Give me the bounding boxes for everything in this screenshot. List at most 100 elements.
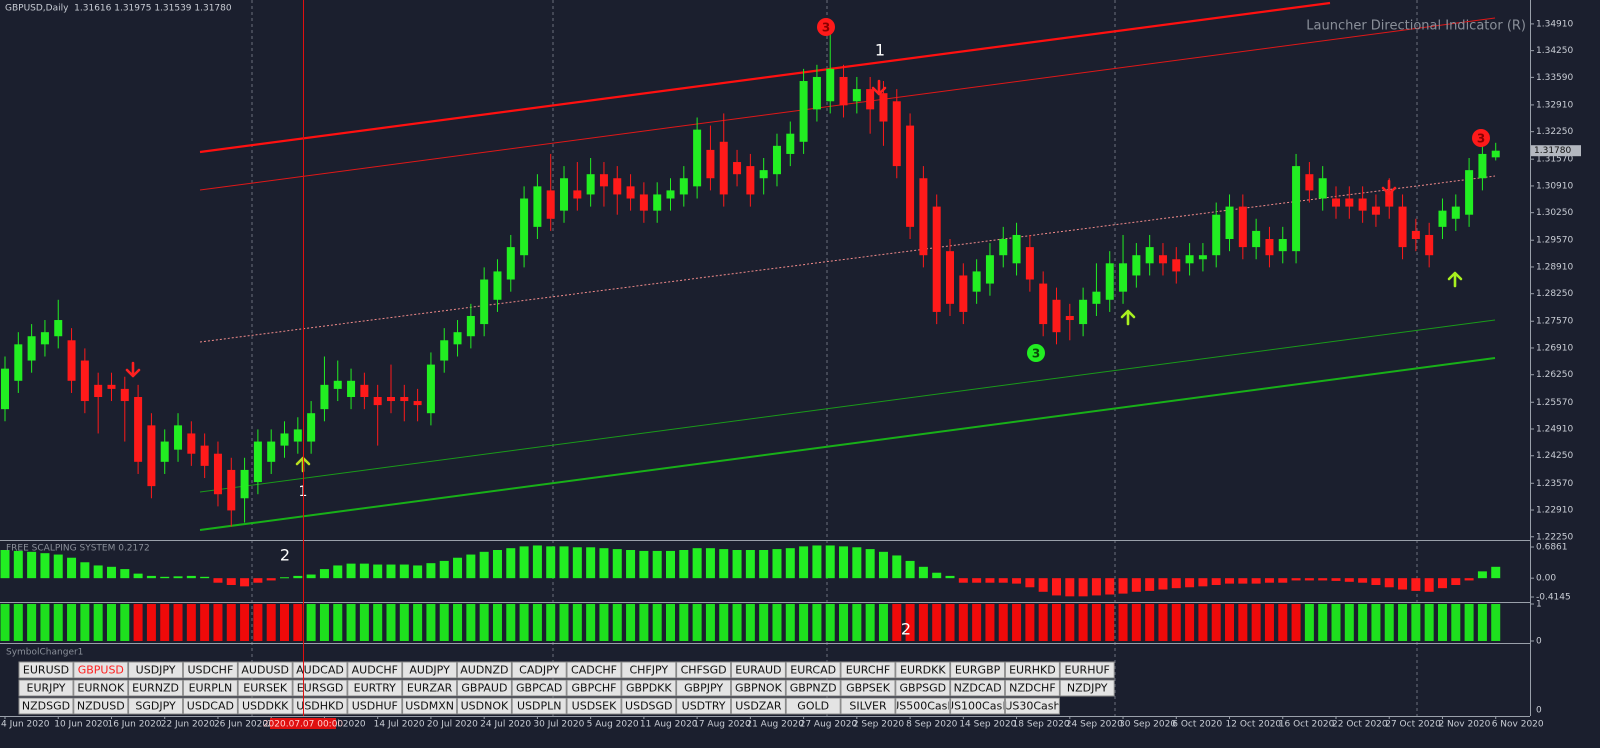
symbol-button[interactable]: GBPAUD <box>456 679 512 697</box>
symbol-button-face[interactable] <box>1004 697 1060 715</box>
symbol-button-label[interactable]: SGDJPY <box>135 700 176 713</box>
symbol-button-label[interactable]: US30Cash <box>1004 700 1060 713</box>
symbol-button[interactable]: AUDJPY <box>402 661 458 679</box>
symbol-button-face[interactable] <box>128 679 184 697</box>
symbol-button-face[interactable] <box>950 679 1006 697</box>
symbol-button-face[interactable] <box>1059 679 1115 697</box>
symbol-button[interactable]: AUDUSD <box>237 661 293 679</box>
symbol-button[interactable]: CADJPY <box>511 661 567 679</box>
symbol-button-face[interactable] <box>895 697 951 715</box>
symbol-button-label[interactable]: GBPSEK <box>846 682 891 695</box>
symbol-button[interactable]: EURCAD <box>785 661 841 679</box>
symbol-button-face[interactable] <box>566 679 622 697</box>
symbol-button-face[interactable] <box>182 661 238 679</box>
symbol-button-face[interactable] <box>895 661 951 679</box>
symbol-button-label[interactable]: GOLD <box>797 700 829 713</box>
symbol-button-face[interactable] <box>237 679 293 697</box>
symbol-button[interactable]: USDSGD <box>621 697 677 715</box>
symbol-button-face[interactable] <box>730 661 786 679</box>
symbol-button-face[interactable] <box>182 679 238 697</box>
symbol-button-label[interactable]: GBPDKK <box>626 682 672 695</box>
symbol-button-face[interactable] <box>511 697 567 715</box>
symbol-button[interactable]: USDZAR <box>730 697 786 715</box>
symbol-button[interactable]: GBPCHF <box>566 679 622 697</box>
symbol-button-label[interactable]: GBPSGD <box>899 682 946 695</box>
symbol-button-face[interactable] <box>182 697 238 715</box>
symbol-button-face[interactable] <box>73 697 129 715</box>
symbol-button-face[interactable] <box>950 697 1006 715</box>
symbol-button[interactable]: EURCHF <box>840 661 896 679</box>
symbol-button-face[interactable] <box>292 679 348 697</box>
symbol-button-face[interactable] <box>621 679 677 697</box>
symbol-button-label[interactable]: EURDKK <box>900 664 946 677</box>
symbol-button-face[interactable] <box>18 661 74 679</box>
symbol-button-face[interactable] <box>18 697 74 715</box>
symbol-button-face[interactable] <box>456 697 512 715</box>
symbol-button[interactable]: CHFSGD <box>676 661 732 679</box>
symbol-button-label[interactable]: SILVER <box>849 700 887 713</box>
symbol-button-face[interactable] <box>347 697 403 715</box>
symbol-button-face[interactable] <box>73 661 129 679</box>
symbol-button-face[interactable] <box>840 661 896 679</box>
symbol-button-face[interactable] <box>566 661 622 679</box>
symbol-button[interactable]: GBPSGD <box>895 679 951 697</box>
symbol-button-label[interactable]: EURNZD <box>132 682 179 695</box>
symbol-button[interactable]: EURDKK <box>895 661 951 679</box>
symbol-button[interactable]: USDCHF <box>182 661 238 679</box>
symbol-button-face[interactable] <box>730 679 786 697</box>
symbol-button-label[interactable]: USDTRY <box>682 700 726 713</box>
symbol-button[interactable]: AUDCAD <box>292 661 348 679</box>
symbol-button-label[interactable]: USDCAD <box>187 700 234 713</box>
symbol-button[interactable]: AUDCHF <box>347 661 403 679</box>
symbol-button-label[interactable]: GBPJPY <box>684 682 723 695</box>
symbol-button-label[interactable]: GBPCHF <box>572 682 617 695</box>
symbol-button-label[interactable]: GBPCAD <box>516 682 562 695</box>
symbol-button-label[interactable]: NZDSGD <box>22 700 70 713</box>
symbol-button[interactable]: EURJPY <box>18 679 74 697</box>
symbol-button[interactable]: US30Cash <box>1004 697 1060 715</box>
symbol-button-face[interactable] <box>402 679 458 697</box>
symbol-button[interactable]: CHFJPY <box>621 661 677 679</box>
symbol-button-label[interactable]: EURHUF <box>1065 664 1110 677</box>
symbol-button-face[interactable] <box>511 679 567 697</box>
symbol-button-face[interactable] <box>237 661 293 679</box>
symbol-button-label[interactable]: NZDCAD <box>954 682 1002 695</box>
symbol-button-label[interactable]: EURSGD <box>297 682 344 695</box>
symbol-button[interactable]: US100Cash <box>946 697 1009 715</box>
symbol-button-face[interactable] <box>730 697 786 715</box>
symbol-button[interactable]: AUDNZD <box>456 661 512 679</box>
symbol-button-face[interactable] <box>621 697 677 715</box>
symbol-button-label[interactable]: AUDNZD <box>460 664 508 677</box>
symbol-button[interactable]: NZDJPY <box>1059 679 1115 697</box>
symbol-button-label[interactable]: US500Cash <box>891 700 954 713</box>
symbol-button-label[interactable]: NZDJPY <box>1067 682 1108 695</box>
symbol-button-face[interactable] <box>511 661 567 679</box>
symbol-button[interactable]: NZDUSD <box>73 697 129 715</box>
symbol-button[interactable]: EURGBP <box>950 661 1006 679</box>
symbol-button-label[interactable]: USDHKD <box>296 700 343 713</box>
symbol-button-label[interactable]: EURCAD <box>790 664 836 677</box>
symbol-button-label[interactable]: USDDKK <box>242 700 289 713</box>
symbol-button[interactable]: USDJPY <box>128 661 184 679</box>
symbol-button-face[interactable] <box>785 679 841 697</box>
symbol-button-label[interactable]: EURTRY <box>354 682 397 695</box>
symbol-button-label[interactable]: EURZAR <box>407 682 453 695</box>
symbol-button-face[interactable] <box>676 679 732 697</box>
symbol-button[interactable]: EURHKD <box>1004 661 1060 679</box>
symbol-button-face[interactable] <box>785 697 841 715</box>
symbol-button-label[interactable]: NZDCHF <box>1009 682 1056 695</box>
symbol-button-label[interactable]: USDJPY <box>136 664 176 677</box>
symbol-button-face[interactable] <box>237 697 293 715</box>
symbol-button[interactable]: USDPLN <box>511 697 567 715</box>
symbol-button-face[interactable] <box>950 661 1006 679</box>
symbol-button-label[interactable]: USDHUF <box>352 700 398 713</box>
symbol-button-label[interactable]: AUDCHF <box>352 664 398 677</box>
symbol-button[interactable]: EURNOK <box>73 679 129 697</box>
symbol-button[interactable]: GBPCAD <box>511 679 567 697</box>
symbol-button[interactable]: USDTRY <box>676 697 732 715</box>
symbol-button-label[interactable]: EURHKD <box>1009 664 1056 677</box>
symbol-button[interactable]: EURSGD <box>292 679 348 697</box>
symbol-button[interactable]: GBPDKK <box>621 679 677 697</box>
symbol-button[interactable]: EURTRY <box>347 679 403 697</box>
symbol-button-face[interactable] <box>402 697 458 715</box>
